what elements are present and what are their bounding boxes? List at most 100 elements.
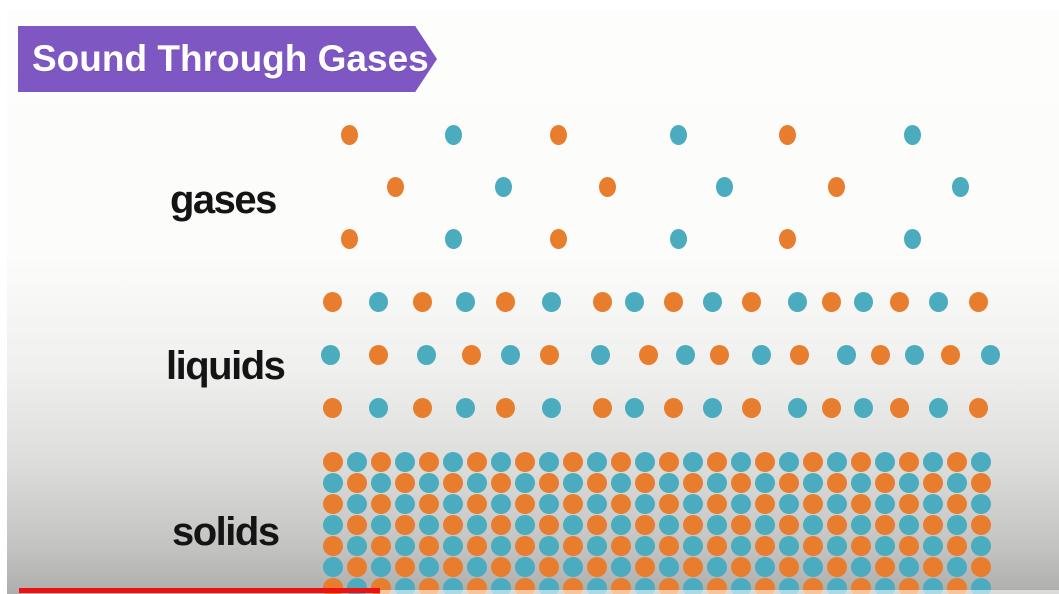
particle-dot xyxy=(611,557,631,577)
particle-dot xyxy=(971,494,991,514)
particle-dot xyxy=(803,494,823,514)
particle-dot xyxy=(635,515,655,535)
particle-dot xyxy=(803,452,823,472)
particle-dot xyxy=(371,473,391,493)
particle-dot xyxy=(731,494,751,514)
particle-dot xyxy=(836,345,856,365)
particle-dot xyxy=(971,452,991,472)
particle-dot xyxy=(853,292,873,312)
title-text: Sound Through Gases xyxy=(32,38,429,79)
particle-dot xyxy=(731,452,751,472)
particle-dot xyxy=(515,536,535,556)
particle-dot xyxy=(683,557,703,577)
particle-dot xyxy=(461,345,481,365)
particle-dot xyxy=(587,536,607,556)
particle-dot xyxy=(851,452,871,472)
particle-dot xyxy=(821,398,841,418)
particle-dot xyxy=(803,473,823,493)
particle-dot xyxy=(899,494,919,514)
particle-dot xyxy=(875,494,895,514)
particle-dot xyxy=(323,515,343,535)
particle-dot xyxy=(412,292,432,312)
particle-dot xyxy=(539,345,559,365)
particle-dot xyxy=(638,345,658,365)
particle-dot xyxy=(947,494,967,514)
particle-dot xyxy=(899,557,919,577)
particle-dot xyxy=(870,345,890,365)
particle-dot xyxy=(851,557,871,577)
particle-dot xyxy=(395,473,415,493)
particle-dot xyxy=(707,494,727,514)
particle-dot xyxy=(611,452,631,472)
particle-dot xyxy=(563,557,583,577)
particle-dot xyxy=(395,557,415,577)
particle-dot xyxy=(467,515,487,535)
particle-dot xyxy=(419,473,439,493)
particle-dot xyxy=(549,229,567,249)
particle-dot xyxy=(683,473,703,493)
particle-dot xyxy=(669,229,687,249)
label-liquids: liquids xyxy=(166,344,286,388)
particle-dot xyxy=(875,515,895,535)
particle-dot xyxy=(347,452,367,472)
particle-dot xyxy=(659,494,679,514)
particle-dot xyxy=(755,536,775,556)
particle-dot xyxy=(467,473,487,493)
particle-dot xyxy=(971,557,991,577)
particle-dot xyxy=(923,494,943,514)
label-gases: gases xyxy=(170,178,277,222)
particle-dot xyxy=(563,494,583,514)
particle-dot xyxy=(455,398,475,418)
particle-dot xyxy=(416,345,436,365)
particle-dot xyxy=(875,536,895,556)
particle-dot xyxy=(971,473,991,493)
particle-dot xyxy=(947,557,967,577)
particle-dot xyxy=(751,345,771,365)
particle-dot xyxy=(827,536,847,556)
particle-dot xyxy=(923,536,943,556)
particle-dot xyxy=(702,292,722,312)
particle-dot xyxy=(875,557,895,577)
particle-dot xyxy=(659,557,679,577)
particle-dot xyxy=(827,452,847,472)
particle-dot xyxy=(491,515,511,535)
particle-dot xyxy=(495,398,515,418)
particle-dot xyxy=(779,494,799,514)
particle-dot xyxy=(947,452,967,472)
particle-dot xyxy=(947,536,967,556)
particle-dot xyxy=(500,345,520,365)
particle-dot xyxy=(923,557,943,577)
particle-dot xyxy=(323,473,343,493)
particle-dot xyxy=(928,398,948,418)
particle-dot xyxy=(635,494,655,514)
particle-dot xyxy=(899,536,919,556)
particle-dot xyxy=(494,177,512,197)
particle-dot xyxy=(663,398,683,418)
particle-dot xyxy=(853,398,873,418)
video-progress-bar[interactable] xyxy=(19,588,380,593)
particle-dot xyxy=(675,345,695,365)
video-progress-track[interactable] xyxy=(380,590,1059,594)
particle-dot xyxy=(683,515,703,535)
particle-dot xyxy=(899,452,919,472)
particle-dot xyxy=(635,452,655,472)
particle-dot xyxy=(803,515,823,535)
particle-dot xyxy=(563,452,583,472)
particle-dot xyxy=(455,292,475,312)
particle-dot xyxy=(563,536,583,556)
particle-dot xyxy=(412,398,432,418)
particle-dot xyxy=(827,473,847,493)
particle-dot xyxy=(787,398,807,418)
particle-dot xyxy=(467,494,487,514)
particle-dot xyxy=(899,515,919,535)
particle-dot xyxy=(683,536,703,556)
particle-dot xyxy=(491,536,511,556)
particle-dot xyxy=(731,473,751,493)
particle-dot xyxy=(779,536,799,556)
particle-dot xyxy=(903,229,921,249)
particle-dot xyxy=(779,557,799,577)
particle-dot xyxy=(491,452,511,472)
particle-dot xyxy=(971,536,991,556)
